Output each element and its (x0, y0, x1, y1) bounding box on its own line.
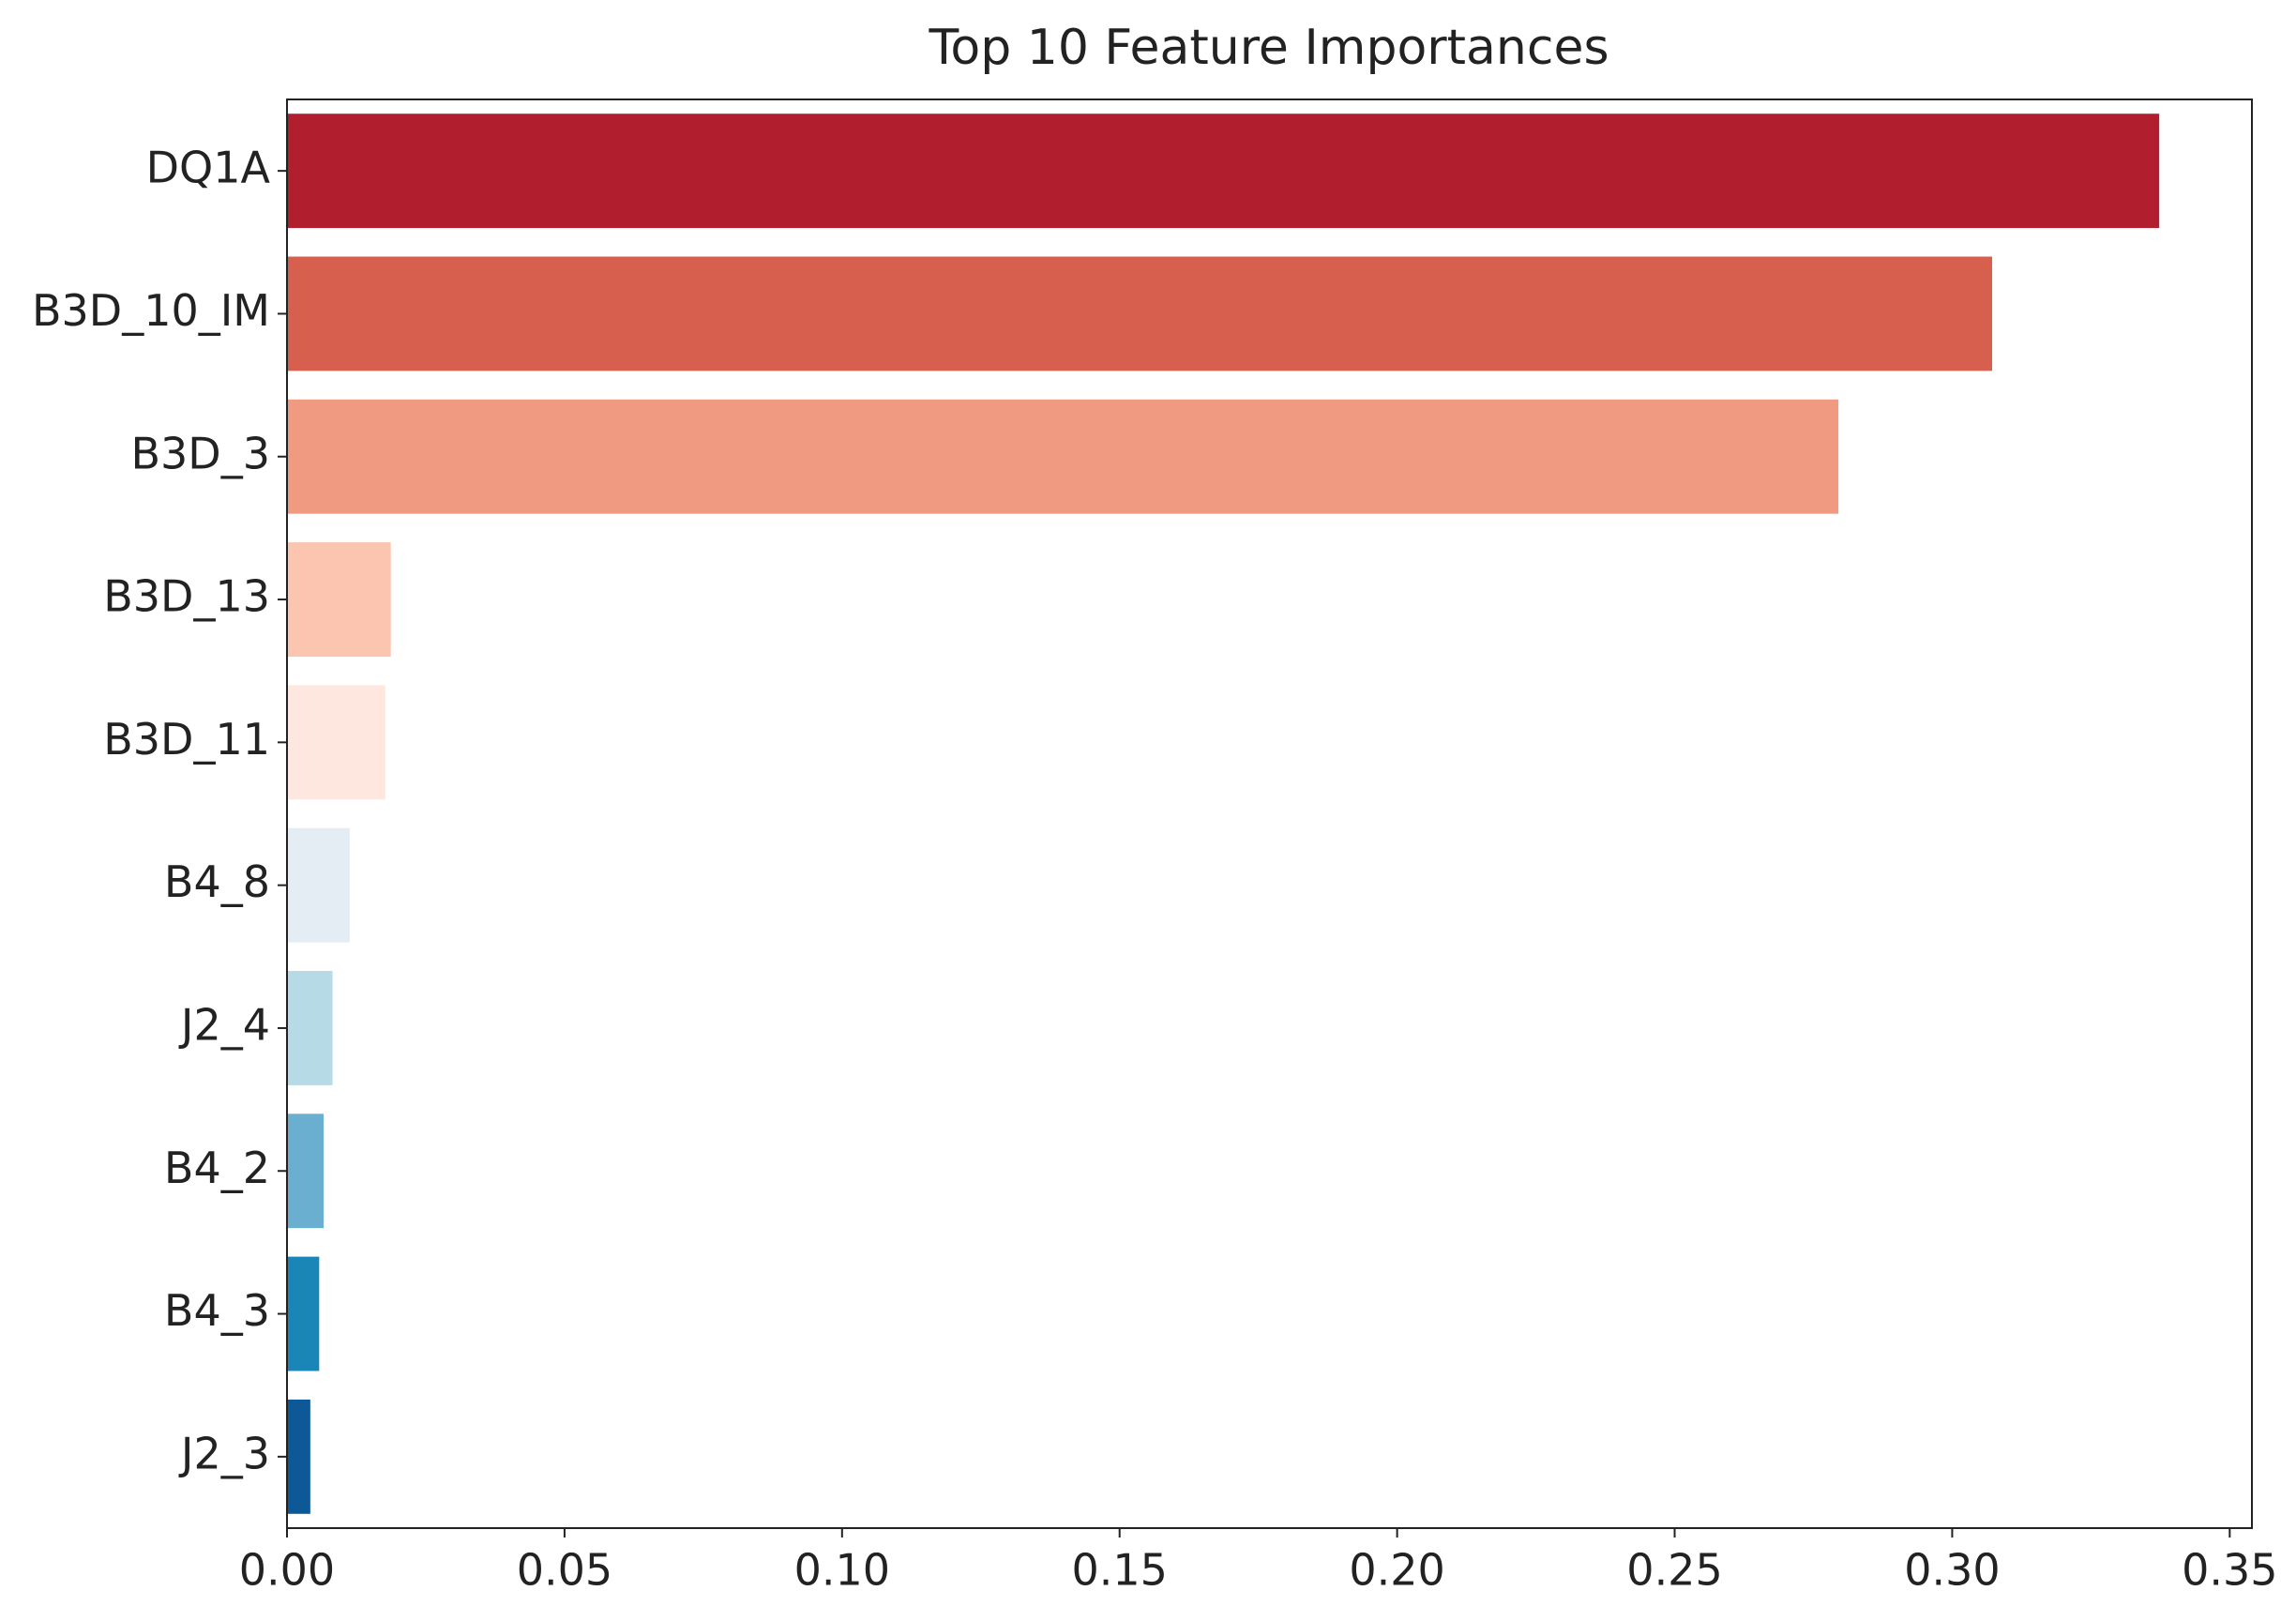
bar (287, 1256, 320, 1371)
x-tick-label: 0.00 (239, 1545, 335, 1596)
chart-title: Top 10 Feature Importances (928, 20, 1609, 76)
bar (287, 685, 385, 800)
bar (287, 827, 350, 943)
bar (287, 399, 1839, 514)
y-tick-label: B3D_11 (103, 714, 270, 765)
y-tick-label: B3D_13 (103, 571, 270, 622)
bar (287, 114, 2160, 229)
bar (287, 542, 391, 657)
bar (287, 1399, 310, 1514)
y-tick-label: J2_3 (178, 1428, 270, 1478)
y-tick-label: B3D_3 (130, 428, 270, 478)
y-tick-label: J2_4 (178, 999, 270, 1050)
x-tick-label: 0.10 (794, 1545, 890, 1596)
bar (287, 256, 1993, 371)
bar (287, 1113, 325, 1229)
x-tick-label: 0.35 (2182, 1545, 2277, 1596)
x-tick-label: 0.20 (1349, 1545, 1444, 1596)
y-tick-label: DQ1A (146, 143, 271, 193)
y-tick-label: B4_2 (164, 1143, 270, 1193)
x-tick-label: 0.25 (1626, 1545, 1722, 1596)
x-tick-label: 0.15 (1072, 1545, 1168, 1596)
plot-frame (286, 98, 2253, 1529)
x-tick-label: 0.05 (517, 1545, 612, 1596)
y-tick-label: B4_8 (164, 856, 270, 907)
y-tick-label: B4_3 (164, 1285, 270, 1336)
y-tick-label: B3D_10_IM (32, 285, 270, 336)
x-tick-label: 0.30 (1904, 1545, 2000, 1596)
bar (287, 971, 333, 1085)
